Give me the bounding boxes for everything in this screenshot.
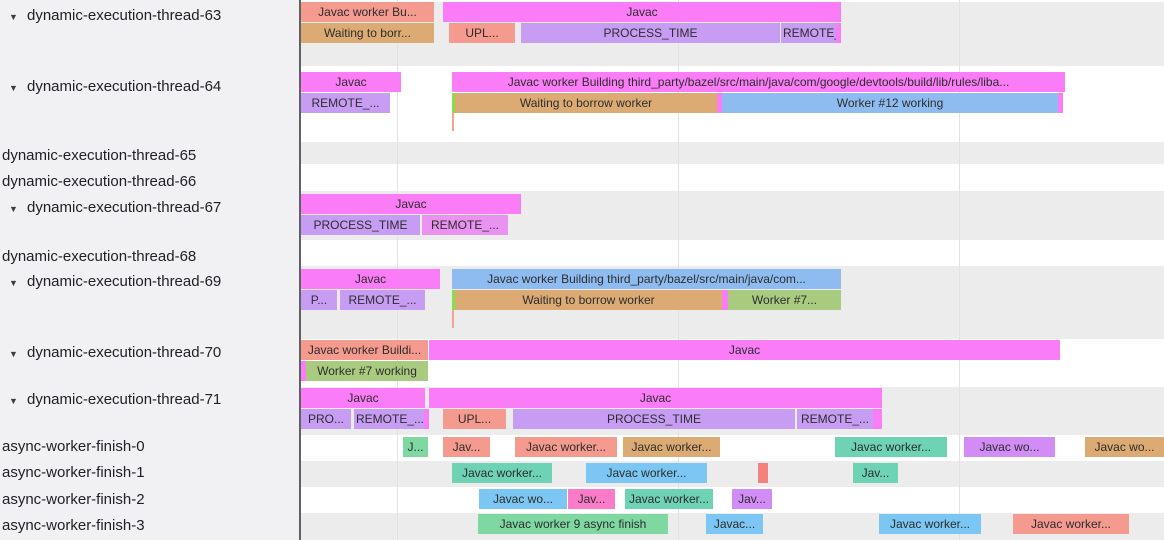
trace-event-bar[interactable]: REMOTE_... <box>781 23 836 43</box>
thread-row: ▼ dynamic-execution-thread-70 <box>0 343 299 363</box>
collapse-triangle-icon[interactable]: ▼ <box>9 349 18 359</box>
thread-label: dynamic-execution-thread-66 <box>2 173 197 190</box>
thread-label: dynamic-execution-thread-67 <box>27 199 222 216</box>
thread-list-panel: ▼ dynamic-execution-thread-63 ▼ dynamic-exe… <box>0 0 301 540</box>
thread-row: ▼ dynamic-execution-thread-71 <box>0 390 299 410</box>
trace-event-bar[interactable]: REMOTE_... <box>301 93 390 113</box>
trace-event-bar[interactable]: Javac <box>301 194 521 214</box>
trace-event-bar[interactable]: Javac wo... <box>479 489 567 509</box>
trace-event-bar[interactable]: PROCESS_TIME <box>301 215 420 235</box>
trace-event-bar[interactable] <box>758 463 768 483</box>
collapse-triangle-icon[interactable]: ▼ <box>9 12 18 22</box>
thread-row: async-worker-finish-3 <box>0 516 299 536</box>
trace-event-bar[interactable]: Javac worker Bu... <box>301 2 434 22</box>
collapse-triangle-icon[interactable]: ▼ <box>9 278 18 288</box>
trace-event-bar[interactable]: UPL... <box>443 409 506 429</box>
trace-event-bar[interactable]: Javac <box>429 340 1060 360</box>
trace-event-bar[interactable]: Javac worker... <box>623 437 720 457</box>
trace-event-bar[interactable]: Javac <box>301 388 425 408</box>
thread-row: async-worker-finish-2 <box>0 490 299 510</box>
trace-event-bar[interactable] <box>1058 93 1063 113</box>
trace-event-bar[interactable]: REMOTE_... <box>422 215 508 235</box>
thread-label: dynamic-execution-thread-71 <box>27 391 222 408</box>
trace-event-bar[interactable] <box>873 409 882 429</box>
trace-event-bar[interactable]: PRO... <box>301 409 351 429</box>
trace-event-bar[interactable] <box>717 93 722 113</box>
trace-event-bar[interactable]: Javac worker... <box>879 514 981 534</box>
thread-label: dynamic-execution-thread-64 <box>27 78 222 95</box>
trace-event-bar[interactable]: Javac <box>301 72 401 92</box>
thread-label: dynamic-execution-thread-63 <box>27 7 222 24</box>
thread-row: ▼ dynamic-execution-thread-63 <box>0 6 299 26</box>
trace-event-bar[interactable]: Javac wo... <box>964 437 1055 457</box>
thread-row: ▼ dynamic-execution-thread-69 <box>0 272 299 292</box>
trace-event-bar[interactable]: Javac worker... <box>515 437 617 457</box>
trace-event-bar[interactable]: Javac worker... <box>586 463 707 483</box>
trace-event-bar[interactable]: UPL... <box>449 23 515 43</box>
trace-event-bar[interactable]: Javac worker Building third_party/bazel/… <box>452 269 841 289</box>
trace-event-bar[interactable]: P... <box>301 290 337 310</box>
trace-event-bar[interactable]: Jav... <box>732 489 772 509</box>
thread-label: async-worker-finish-3 <box>2 517 145 534</box>
trace-event-bar[interactable]: REMOTE_... <box>340 290 425 310</box>
trace-event-bar[interactable]: Jav... <box>853 463 898 483</box>
thread-row: dynamic-execution-thread-65 <box>0 146 299 166</box>
thread-row: ▼ dynamic-execution-thread-64 <box>0 77 299 97</box>
trace-event-bar[interactable]: Worker #7 working <box>306 361 428 381</box>
thread-row: async-worker-finish-0 <box>0 437 299 457</box>
trace-event-bar[interactable]: PROCESS_TIME <box>513 409 795 429</box>
thread-label: async-worker-finish-0 <box>2 438 145 455</box>
trace-event-bar[interactable]: REMOTE_... <box>354 409 424 429</box>
thread-label: async-worker-finish-1 <box>2 464 145 481</box>
thread-label: async-worker-finish-2 <box>2 491 145 508</box>
trace-event-bar[interactable]: Javac worker... <box>1013 514 1129 534</box>
collapse-triangle-icon[interactable]: ▼ <box>9 83 18 93</box>
thread-row: async-worker-finish-1 <box>0 463 299 483</box>
thread-label: dynamic-execution-thread-69 <box>27 273 222 290</box>
trace-event-bar[interactable]: Javac <box>301 269 440 289</box>
trace-event-bar[interactable]: Javac worker... <box>452 463 552 483</box>
trace-event-bar[interactable] <box>836 23 841 43</box>
trace-event-bar[interactable] <box>301 361 306 381</box>
trace-event-bar[interactable] <box>424 409 429 429</box>
trace-event-bar[interactable] <box>452 290 456 310</box>
trace-event-bar[interactable]: Jav... <box>443 437 490 457</box>
trace-event-bar[interactable]: Waiting to borrow worker <box>455 290 722 310</box>
trace-event-bar[interactable]: Javac <box>443 2 841 22</box>
trace-event-bar[interactable]: Waiting to borr... <box>301 23 434 43</box>
trace-event-bar[interactable]: Javac worker 9 async finish <box>478 514 668 534</box>
thread-row: dynamic-execution-thread-66 <box>0 172 299 192</box>
trace-event-bar[interactable]: Javac... <box>706 514 763 534</box>
thread-label: dynamic-execution-thread-68 <box>2 248 197 265</box>
trace-event-bar[interactable]: Jav... <box>568 489 615 509</box>
trace-event-bar[interactable]: Worker #12 working <box>722 93 1058 113</box>
trace-event-bar[interactable]: PROCESS_TIME <box>521 23 780 43</box>
trace-event-bar[interactable] <box>452 93 456 113</box>
thread-label: dynamic-execution-thread-65 <box>2 147 197 164</box>
trace-event-bar[interactable]: Javac wo... <box>1085 437 1164 457</box>
trace-event-bar[interactable]: Javac worker Buildi... <box>301 340 428 360</box>
trace-event-bar[interactable]: Javac <box>429 388 882 408</box>
trace-event-bar[interactable]: Javac worker... <box>835 437 947 457</box>
time-gridline <box>959 0 960 540</box>
trace-event-bar[interactable]: Javac worker Building third_party/bazel/… <box>452 72 1065 92</box>
collapse-triangle-icon[interactable]: ▼ <box>9 204 18 214</box>
trace-event-bar[interactable]: Waiting to borrow worker <box>455 93 717 113</box>
collapse-triangle-icon[interactable]: ▼ <box>9 396 18 406</box>
thread-label: dynamic-execution-thread-70 <box>27 344 222 361</box>
instant-event-marker[interactable] <box>452 310 454 328</box>
trace-event-bar[interactable]: Worker #7... <box>728 290 841 310</box>
instant-event-marker[interactable] <box>452 113 454 131</box>
thread-row: dynamic-execution-thread-68 <box>0 247 299 267</box>
trace-event-bar[interactable] <box>722 290 728 310</box>
thread-row: ▼ dynamic-execution-thread-67 <box>0 198 299 218</box>
trace-event-bar[interactable]: J... <box>403 437 428 457</box>
trace-event-bar[interactable]: REMOTE_... <box>797 409 873 429</box>
trace-event-bar[interactable]: Javac worker... <box>625 489 713 509</box>
